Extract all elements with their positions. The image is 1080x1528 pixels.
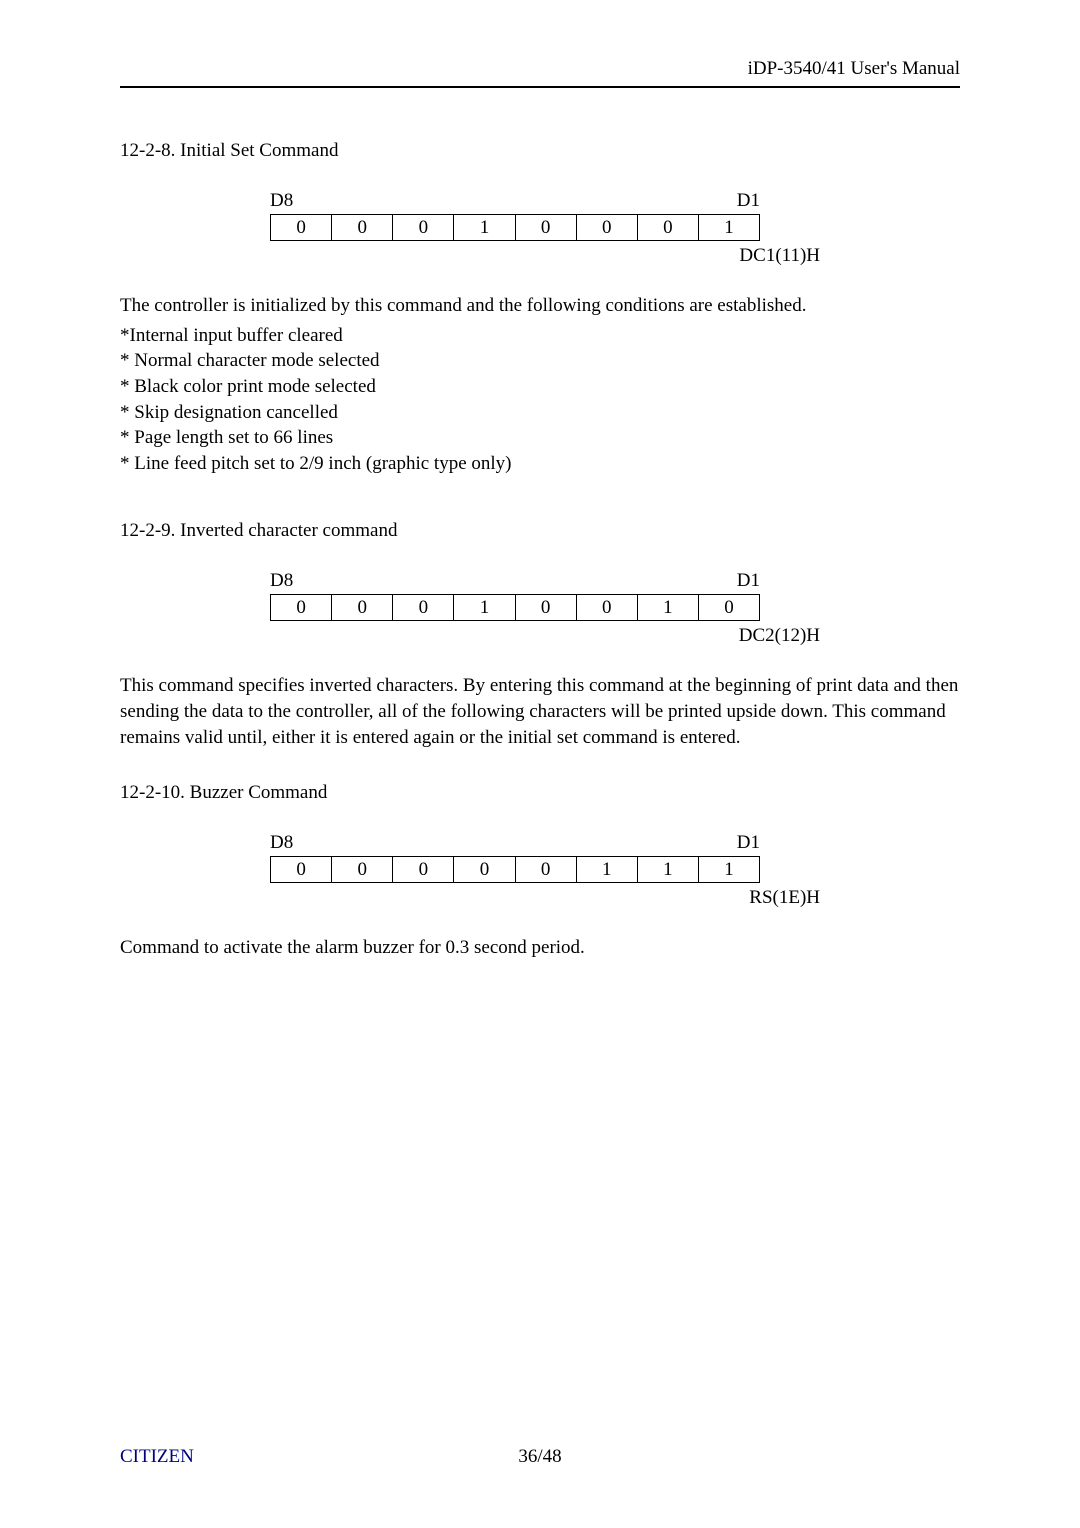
bit-cell: 0 [515, 215, 576, 241]
bit-cell: 0 [271, 215, 332, 241]
bit-code-829: DC2(12)H [330, 625, 820, 647]
bit-cell: 1 [576, 857, 637, 883]
section-8210-para: Command to activate the alarm buzzer for… [120, 935, 960, 961]
bit-cell: 0 [454, 857, 515, 883]
bit-label-right: D1 [737, 190, 760, 212]
bit-cell: 0 [271, 857, 332, 883]
bit-cell: 0 [332, 215, 393, 241]
bit-cell: 1 [698, 857, 759, 883]
manual-title: iDP-3540/41 User's Manual [748, 58, 960, 80]
bit-label-left: D8 [270, 570, 293, 592]
bit-block-828: D8 D1 0 0 0 1 0 0 0 1 DC1(11)H [270, 190, 960, 267]
bit-cell: 0 [576, 215, 637, 241]
bit-cell: 0 [576, 595, 637, 621]
bit-cell: 0 [637, 215, 698, 241]
bit-cell: 0 [393, 857, 454, 883]
bit-cell: 1 [454, 595, 515, 621]
section-8210-title: 12-2-10. Buzzer Command [120, 782, 960, 804]
bit-cell: 0 [332, 595, 393, 621]
section-829-title: 12-2-9. Inverted character command [120, 520, 960, 542]
bullet-item: * Black color print mode selected [120, 374, 960, 400]
bit-cell: 1 [698, 215, 759, 241]
section-828-para: The controller is initialized by this co… [120, 293, 960, 319]
bit-cell: 1 [637, 595, 698, 621]
bit-block-829: D8 D1 0 0 0 1 0 0 1 0 DC2(12)H [270, 570, 960, 647]
section-829-para: This command specifies inverted characte… [120, 673, 960, 750]
bit-cell: 0 [393, 215, 454, 241]
bit-code-8210: RS(1E)H [330, 887, 820, 909]
footer-page-number: 36/48 [0, 1446, 1080, 1468]
bit-cell: 0 [332, 857, 393, 883]
bit-block-8210: D8 D1 0 0 0 0 0 1 1 1 RS(1E)H [270, 832, 960, 909]
bit-cell: 0 [515, 595, 576, 621]
bullet-item: * Normal character mode selected [120, 348, 960, 374]
bullet-item: * Line feed pitch set to 2/9 inch (graph… [120, 451, 960, 477]
bit-label-left: D8 [270, 190, 293, 212]
bit-label-right: D1 [737, 570, 760, 592]
bit-cell: 0 [515, 857, 576, 883]
bit-cell: 0 [271, 595, 332, 621]
bit-label-right: D1 [737, 832, 760, 854]
bullet-item: * Page length set to 66 lines [120, 425, 960, 451]
bit-table-8210: 0 0 0 0 0 1 1 1 [270, 856, 760, 883]
bit-label-left: D8 [270, 832, 293, 854]
bit-cell: 0 [698, 595, 759, 621]
page-content: 12-2-8. Initial Set Command D8 D1 0 0 0 … [120, 130, 960, 965]
bullet-item: *Internal input buffer cleared [120, 323, 960, 349]
header-rule [120, 86, 960, 88]
bit-cell: 1 [454, 215, 515, 241]
bit-table-829: 0 0 0 1 0 0 1 0 [270, 594, 760, 621]
bit-code-828: DC1(11)H [330, 245, 820, 267]
bit-cell: 0 [393, 595, 454, 621]
bit-table-828: 0 0 0 1 0 0 0 1 [270, 214, 760, 241]
bit-cell: 1 [637, 857, 698, 883]
bullet-item: * Skip designation cancelled [120, 400, 960, 426]
section-828-title: 12-2-8. Initial Set Command [120, 140, 960, 162]
